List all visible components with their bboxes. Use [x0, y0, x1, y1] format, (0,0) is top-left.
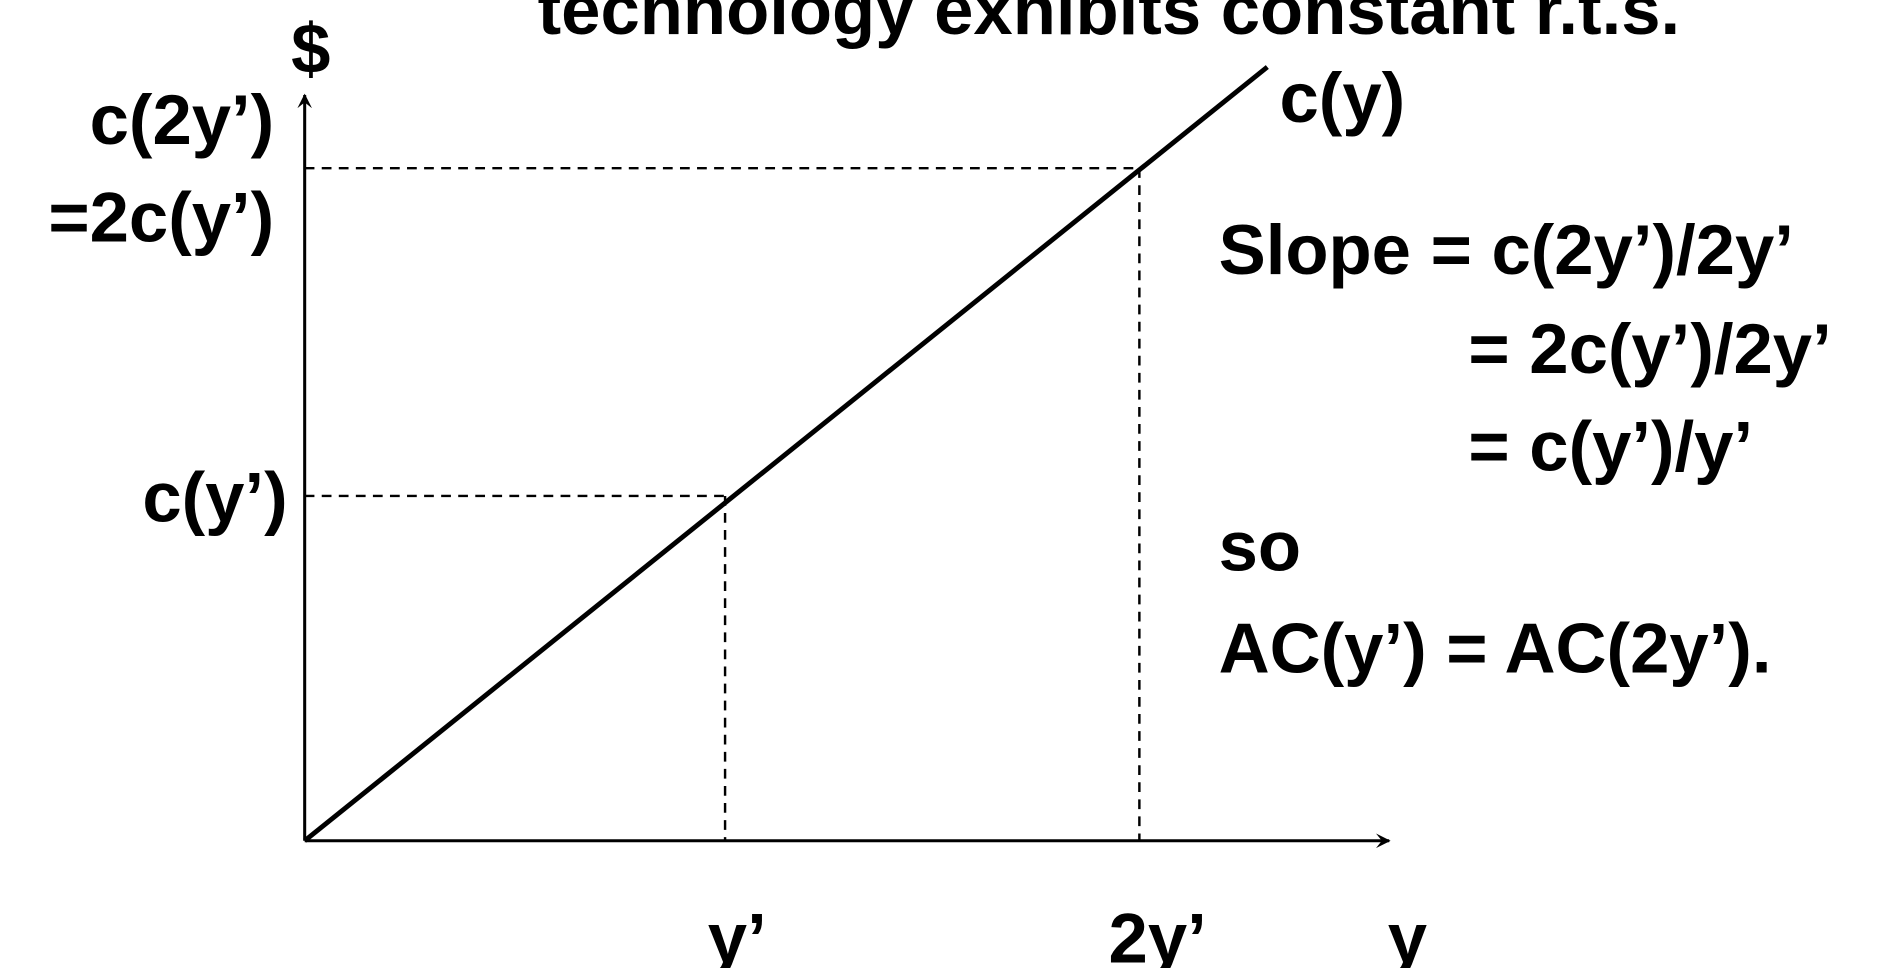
y-tick-label: c(2y’) [90, 80, 275, 159]
curve-label: c(y) [1280, 58, 1406, 137]
y-tick-label: c(y’) [142, 458, 287, 537]
annotation: Slope = c(2y’)/2y’ [1219, 210, 1794, 289]
annotation: = 2c(y’)/2y’ [1468, 309, 1831, 388]
y-tick-label: =2c(y’) [48, 177, 274, 256]
title: technology exhibits constant r.t.s. [538, 0, 1680, 49]
x-axis-label: y [1388, 899, 1427, 968]
annotation: AC(y’) = AC(2y’). [1219, 609, 1772, 688]
cost-curve [303, 65, 1269, 843]
x-tick-label: 2y’ [1109, 899, 1207, 968]
y-axis-label: $ [291, 9, 330, 88]
annotation: = c(y’)/y’ [1468, 406, 1753, 485]
annotation: so [1219, 506, 1301, 585]
x-tick-label: y’ [708, 899, 767, 968]
